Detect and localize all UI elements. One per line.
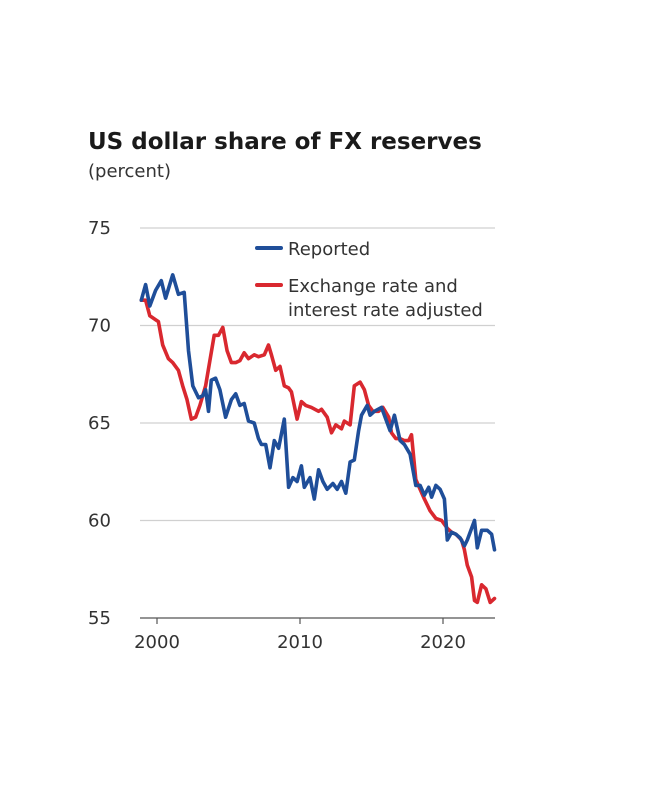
legend-label-reported: Reported [288, 239, 370, 260]
y-tick-label: 55 [88, 608, 111, 629]
legend-label-adjusted-line2: interest rate adjusted [288, 300, 483, 321]
y-tick-label: 60 [88, 511, 111, 532]
x-tick-label: 2020 [420, 632, 466, 653]
y-tick-label: 75 [88, 218, 111, 239]
x-tick-label: 2010 [277, 632, 323, 653]
series-line-reported [139, 273, 497, 552]
legend: Reported Exchange rate and interest rate… [255, 239, 483, 321]
x-tick-label: 2000 [134, 632, 180, 653]
chart-title: US dollar share of FX reserves [88, 129, 482, 155]
legend-label-adjusted-line1: Exchange rate and [288, 276, 458, 297]
series-line-adjusted [139, 298, 497, 605]
y-tick-label: 65 [88, 413, 111, 434]
chart-subtitle: (percent) [88, 161, 171, 182]
y-tick-label: 70 [88, 316, 111, 337]
